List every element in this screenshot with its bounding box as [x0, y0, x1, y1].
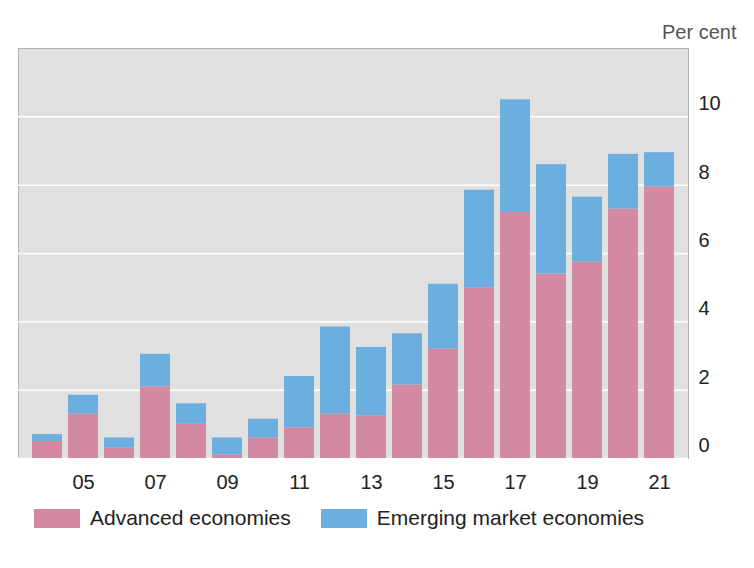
svg-text:17: 17: [504, 471, 526, 493]
svg-text:8: 8: [699, 161, 710, 183]
svg-text:6: 6: [699, 229, 710, 251]
svg-text:0: 0: [699, 434, 710, 456]
svg-text:21: 21: [648, 471, 670, 493]
svg-text:15: 15: [432, 471, 454, 493]
svg-text:Per cent: Per cent: [662, 21, 737, 43]
svg-text:4: 4: [699, 297, 710, 319]
html-text:Advanced economies: Advanced economies: [90, 506, 291, 529]
html-text:Emerging market economies: Emerging market economies: [376, 506, 645, 529]
svg-text:11: 11: [289, 471, 310, 493]
svg-text:07: 07: [144, 471, 166, 493]
svg-text:10: 10: [699, 92, 721, 114]
svg-text:13: 13: [360, 471, 382, 493]
svg-text:05: 05: [72, 471, 94, 493]
svg-text:2: 2: [699, 366, 710, 388]
svg-text:19: 19: [576, 471, 598, 493]
svg-text:09: 09: [216, 471, 238, 493]
